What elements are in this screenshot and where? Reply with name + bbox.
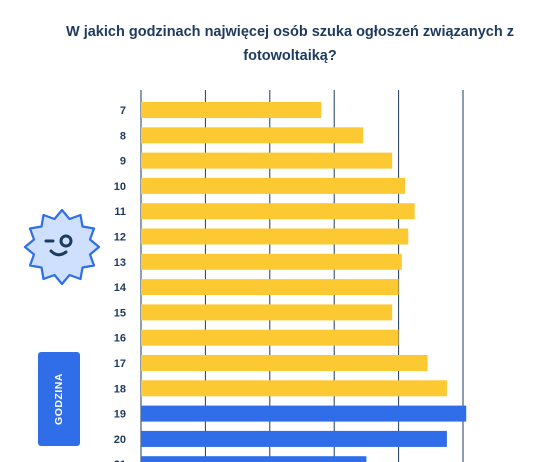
category-label-17: 17 xyxy=(114,358,126,370)
category-labels: 7 8 9 10 11 12 13 14 15 16 17 18 19 20 21 xyxy=(114,105,127,462)
bar-hour-16 xyxy=(141,329,399,346)
bar-hour-12 xyxy=(141,228,409,245)
bar-hour-20 xyxy=(141,430,447,447)
bars xyxy=(141,102,467,462)
bar-hour-11 xyxy=(141,203,415,220)
category-label-18: 18 xyxy=(114,383,126,395)
category-label-19: 19 xyxy=(114,409,126,421)
category-label-12: 12 xyxy=(114,232,126,244)
bar-hour-21 xyxy=(141,456,367,462)
category-label-14: 14 xyxy=(114,282,127,294)
bar-hour-17 xyxy=(141,355,428,371)
bar-hour-9 xyxy=(141,152,393,169)
bar-hour-14 xyxy=(141,279,399,296)
chart-title: W jakich godzinach najwięcej osób szuka … xyxy=(66,24,514,64)
category-label-8: 8 xyxy=(120,130,126,142)
bar-hour-8 xyxy=(141,127,364,144)
y-axis-label: GODZINA xyxy=(53,373,65,425)
category-label-16: 16 xyxy=(114,333,126,345)
category-label-21: 21 xyxy=(114,459,126,462)
bar-hour-15 xyxy=(141,304,393,321)
bar-hour-7 xyxy=(141,102,322,118)
category-label-9: 9 xyxy=(120,156,126,168)
category-label-20: 20 xyxy=(114,434,126,446)
bar-hour-13 xyxy=(141,253,402,270)
bar-hour-18 xyxy=(141,380,447,397)
bar-hour-19 xyxy=(141,405,467,422)
sun-mascot-icon xyxy=(23,208,101,286)
bar-hour-10 xyxy=(141,177,406,194)
axis-label-badge: GODZINA xyxy=(38,352,80,446)
category-label-7: 7 xyxy=(120,105,126,117)
category-label-10: 10 xyxy=(114,181,126,193)
grid-lines xyxy=(140,90,464,462)
category-label-15: 15 xyxy=(114,307,126,319)
category-label-13: 13 xyxy=(114,257,126,269)
category-label-11: 11 xyxy=(114,206,126,218)
